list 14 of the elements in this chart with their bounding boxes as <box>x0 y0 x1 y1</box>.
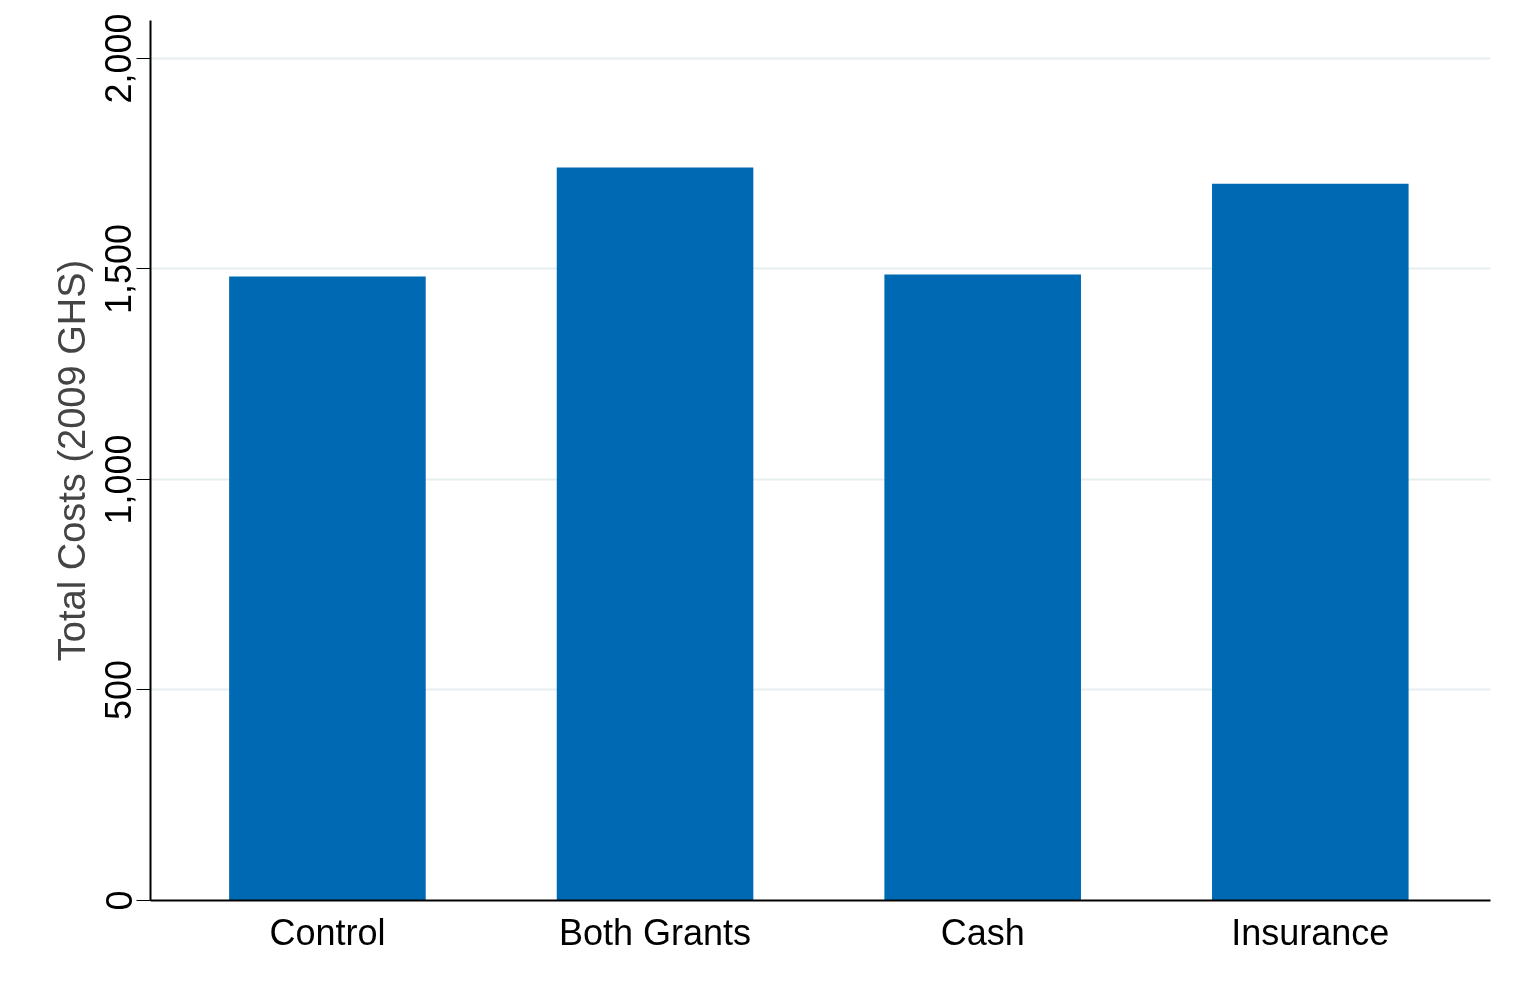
y-axis-title: Total Costs (2009 GHS) <box>50 259 93 662</box>
x-tick-label: Insurance <box>1231 911 1390 953</box>
y-tick-label: 0 <box>98 890 140 911</box>
bar <box>229 276 426 901</box>
bar <box>556 167 754 901</box>
bar <box>1212 183 1409 901</box>
y-tick-label: 2,000 <box>98 13 140 104</box>
x-tick-label: Both Grants <box>559 911 752 953</box>
y-tick-label: 500 <box>98 659 140 721</box>
x-tick-label: Cash <box>940 911 1025 953</box>
x-tick-label: Control <box>269 911 386 953</box>
y-tick-label: 1,000 <box>98 434 140 525</box>
y-tick-label: 1,500 <box>98 223 140 314</box>
bar <box>884 274 1081 901</box>
